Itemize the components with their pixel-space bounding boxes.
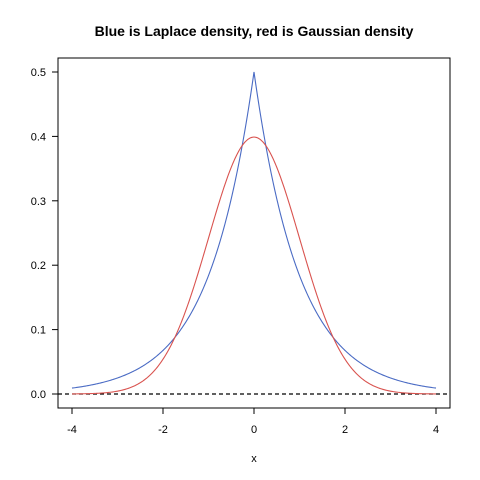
laplace-density-point [310, 301, 312, 303]
series-group [71, 71, 437, 395]
laplace-density-point [321, 321, 323, 323]
x-axis-label: x [251, 453, 257, 465]
laplace-density-point [435, 387, 437, 389]
laplace-density-point [94, 383, 96, 385]
laplace-density-point [287, 241, 289, 243]
y-tick-label: 0.1 [31, 325, 46, 337]
laplace-density-point [412, 383, 414, 385]
gaussian-density-point [242, 144, 244, 146]
y-tick-label: 0.0 [31, 389, 46, 401]
gaussian-density-point [230, 166, 232, 168]
gaussian-density-point [196, 276, 198, 278]
laplace-density-line [71, 71, 437, 389]
gaussian-density-point [287, 199, 289, 201]
x-tick-label: -4 [67, 424, 77, 436]
gaussian-density-point [253, 136, 255, 138]
gaussian-density-point [276, 166, 278, 168]
x-axis: -4 -2 0 2 4 [67, 408, 439, 436]
laplace-density-point [71, 387, 73, 389]
x-tick-label: 4 [433, 424, 439, 436]
gaussian-density-point [71, 393, 73, 395]
gaussian-density-point [344, 358, 346, 360]
gaussian-density-point [390, 390, 392, 392]
gaussian-density-point [139, 382, 141, 384]
x-tick-label: 0 [251, 424, 257, 436]
y-tick-label: 0.3 [31, 196, 46, 208]
laplace-density-point [253, 71, 255, 73]
gaussian-density-point [219, 199, 221, 201]
y-tick-label: 0.5 [31, 67, 46, 79]
x-tick-label: -2 [158, 424, 168, 436]
x-tick-label: 2 [342, 424, 348, 436]
laplace-density-point [117, 377, 119, 379]
gaussian-density-point [435, 393, 437, 395]
laplace-density-point [196, 301, 198, 303]
y-axis: 0.0 0.1 0.2 0.3 0.4 0.5 [31, 67, 58, 401]
y-tick-label: 0.2 [31, 260, 46, 272]
gaussian-density-point [174, 338, 176, 340]
gaussian-density-point [94, 393, 96, 395]
gaussian-density-point [310, 276, 312, 278]
laplace-density-point [299, 275, 301, 277]
gaussian-density-point [265, 144, 267, 146]
laplace-density-point [367, 367, 369, 369]
laplace-density-point [344, 350, 346, 352]
gaussian-density-line [72, 136, 436, 395]
gaussian-density-point [333, 338, 335, 340]
gaussian-density-point [367, 382, 369, 384]
laplace-density-point [219, 241, 221, 243]
gaussian-density-point [185, 310, 187, 312]
gaussian-density-point [208, 237, 210, 239]
y-tick-label: 0.4 [31, 131, 46, 143]
gaussian-density-point [412, 393, 414, 395]
chart-title: Blue is Laplace density, red is Gaussian… [95, 23, 414, 39]
laplace-density-point [162, 350, 164, 352]
laplace-density-point [230, 198, 232, 200]
laplace-density-point [276, 198, 278, 200]
laplace-density-point [185, 321, 187, 323]
gaussian-density-point [299, 237, 301, 239]
laplace-density-point [208, 275, 210, 277]
laplace-density-point [390, 377, 392, 379]
gaussian-density-point [162, 358, 164, 360]
gaussian-density-point [117, 390, 119, 392]
gaussian-density-point [321, 310, 323, 312]
laplace-density-point [139, 367, 141, 369]
